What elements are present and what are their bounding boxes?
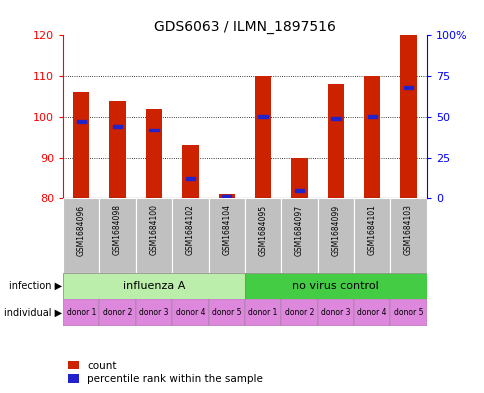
Bar (146, 109, 162, 198)
Bar (255, 76, 271, 198)
Text: GSM1684103: GSM1684103 (403, 204, 412, 255)
Bar (331, 117, 340, 120)
Bar (390, 299, 426, 326)
Text: GSM1684099: GSM1684099 (331, 204, 340, 255)
Text: influenza A: influenza A (122, 281, 185, 291)
Bar (185, 178, 195, 180)
Bar (353, 299, 390, 326)
Bar (136, 198, 172, 273)
Bar (258, 116, 267, 118)
Bar (63, 273, 244, 299)
Bar (294, 189, 303, 192)
Text: GSM1684097: GSM1684097 (294, 204, 303, 255)
Text: donor 5: donor 5 (212, 308, 241, 317)
Bar (109, 101, 125, 198)
Bar (149, 129, 158, 131)
Bar (353, 198, 390, 273)
Text: GSM1684100: GSM1684100 (149, 204, 158, 255)
Text: donor 2: donor 2 (284, 308, 314, 317)
Text: GSM1684095: GSM1684095 (258, 204, 267, 255)
Bar (218, 195, 234, 198)
Text: GSM1684096: GSM1684096 (76, 204, 86, 255)
Text: donor 3: donor 3 (320, 308, 350, 317)
Bar (400, 35, 416, 198)
Bar (172, 198, 208, 273)
Text: individual ▶: individual ▶ (4, 307, 62, 318)
Bar (403, 86, 412, 89)
Text: GSM1684098: GSM1684098 (113, 204, 122, 255)
Text: donor 4: donor 4 (357, 308, 386, 317)
Bar (208, 299, 244, 326)
Bar (222, 195, 231, 198)
Bar (63, 299, 99, 326)
Text: donor 1: donor 1 (66, 308, 96, 317)
Bar (208, 198, 244, 273)
Bar (363, 76, 379, 198)
Text: infection ▶: infection ▶ (9, 281, 62, 291)
Bar (99, 198, 136, 273)
Bar (327, 84, 343, 198)
Bar (291, 158, 307, 198)
Bar (244, 198, 281, 273)
Bar (76, 120, 86, 123)
Bar (281, 299, 317, 326)
Bar (317, 299, 353, 326)
Bar (73, 92, 89, 198)
Text: donor 4: donor 4 (175, 308, 205, 317)
Title: GDS6063 / ILMN_1897516: GDS6063 / ILMN_1897516 (153, 20, 335, 34)
Bar (99, 299, 136, 326)
Text: donor 2: donor 2 (103, 308, 132, 317)
Bar (113, 125, 122, 128)
Bar (317, 198, 353, 273)
Text: donor 3: donor 3 (139, 308, 168, 317)
Bar (244, 273, 426, 299)
Bar (367, 116, 376, 118)
Bar (136, 299, 172, 326)
Bar (244, 299, 281, 326)
Bar (172, 299, 208, 326)
Legend: count, percentile rank within the sample: count, percentile rank within the sample (68, 361, 262, 384)
Text: GSM1684102: GSM1684102 (185, 204, 195, 255)
Bar (63, 198, 99, 273)
Bar (390, 198, 426, 273)
Bar (281, 198, 317, 273)
Text: no virus control: no virus control (292, 281, 378, 291)
Text: GSM1684101: GSM1684101 (367, 204, 376, 255)
Bar (182, 145, 198, 198)
Text: donor 1: donor 1 (248, 308, 277, 317)
Text: donor 5: donor 5 (393, 308, 423, 317)
Text: GSM1684104: GSM1684104 (222, 204, 231, 255)
